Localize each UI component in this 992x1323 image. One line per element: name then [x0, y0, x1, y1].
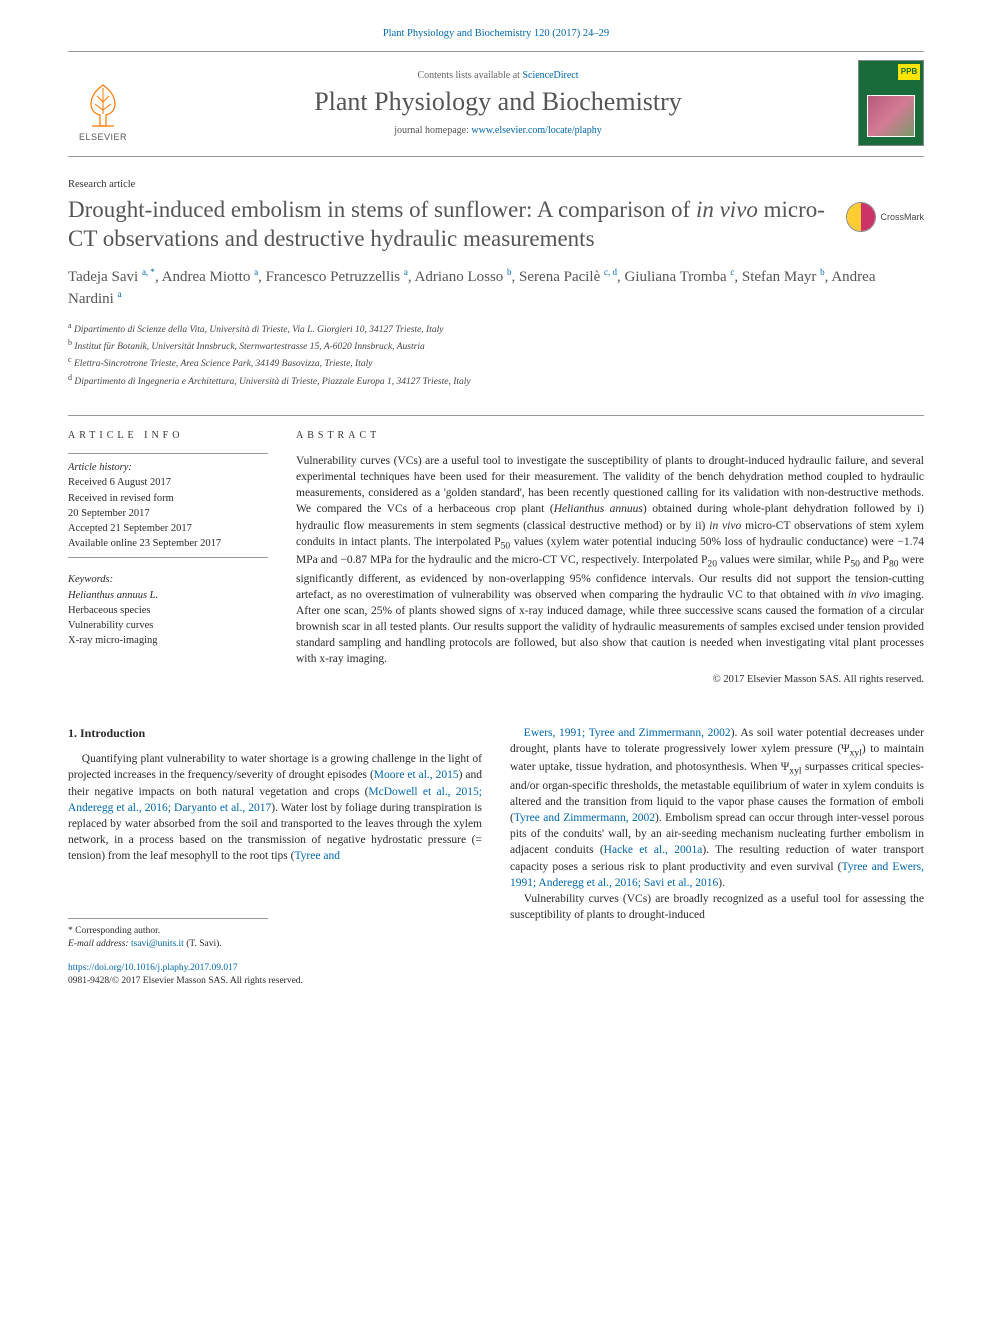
crossmark-badge[interactable]: CrossMark	[846, 202, 924, 232]
elsevier-logo[interactable]: ELSEVIER	[68, 64, 138, 142]
elsevier-wordmark: ELSEVIER	[79, 132, 127, 142]
history-accepted: Accepted 21 September 2017	[68, 523, 192, 534]
affiliation-d: d Dipartimento di Ingegneria e Architett…	[68, 372, 924, 389]
email-label: E-mail address:	[68, 939, 131, 949]
contents-available: Contents lists available at ScienceDirec…	[138, 70, 858, 81]
keyword-2: Herbaceous species	[68, 605, 151, 616]
keyword-3: Vulnerability curves	[68, 620, 153, 631]
doi-link[interactable]: https://doi.org/10.1016/j.plaphy.2017.09…	[68, 963, 238, 973]
masthead: ELSEVIER Contents lists available at Sci…	[68, 51, 924, 157]
keyword-1: Helianthus annuus L.	[68, 590, 158, 601]
body-columns: 1. Introduction Quantifying plant vulner…	[68, 725, 924, 989]
journal-cover: PPB	[858, 60, 924, 146]
homepage-link[interactable]: www.elsevier.com/locate/plaphy	[471, 125, 601, 136]
history-revised: Received in revised form	[68, 493, 174, 504]
journal-name: Plant Physiology and Biochemistry	[138, 87, 858, 117]
footnotes: * Corresponding author. E-mail address: …	[68, 918, 268, 952]
article-title: Drought-induced embolism in stems of sun…	[68, 196, 828, 254]
article-info-heading: ARTICLE INFO	[68, 430, 268, 441]
article-type: Research article	[68, 179, 924, 190]
title-italic: in vivo	[696, 197, 758, 222]
intro-para-1: Quantifying plant vulnerability to water…	[68, 751, 482, 864]
sciencedirect-link[interactable]: ScienceDirect	[522, 70, 578, 81]
body-column-right: Ewers, 1991; Tyree and Zimmermann, 2002)…	[510, 725, 924, 989]
header-citation: Plant Physiology and Biochemistry 120 (2…	[68, 28, 924, 39]
doi-block: https://doi.org/10.1016/j.plaphy.2017.09…	[68, 962, 482, 989]
history-label: Article history:	[68, 462, 132, 473]
contents-prefix: Contents lists available at	[417, 70, 522, 81]
email-suffix: (T. Savi).	[184, 939, 222, 949]
affiliation-c: c Elettra-Sincrotrone Trieste, Area Scie…	[68, 354, 924, 371]
history-received: Received 6 August 2017	[68, 477, 171, 488]
affiliation-a: a Dipartimento di Scienze della Vita, Un…	[68, 320, 924, 337]
issn-copyright: 0981-9428/© 2017 Elsevier Masson SAS. Al…	[68, 976, 303, 986]
affiliations: a Dipartimento di Scienze della Vita, Un…	[68, 320, 924, 390]
affiliation-b: b Institut für Botanik, Universität Inns…	[68, 337, 924, 354]
abstract-text: Vulnerability curves (VCs) are a useful …	[296, 453, 924, 667]
abstract-heading: ABSTRACT	[296, 430, 924, 441]
journal-homepage: journal homepage: www.elsevier.com/locat…	[138, 125, 858, 136]
elsevier-tree-icon	[82, 82, 124, 130]
history-online: Available online 23 September 2017	[68, 538, 221, 549]
title-part1: Drought-induced embolism in stems of sun…	[68, 197, 696, 222]
intro-para-3: Vulnerability curves (VCs) are broadly r…	[510, 891, 924, 923]
keyword-4: X-ray micro-imaging	[68, 635, 158, 646]
body-column-left: 1. Introduction Quantifying plant vulner…	[68, 725, 482, 989]
corresponding-author: * Corresponding author.	[68, 925, 268, 938]
crossmark-label: CrossMark	[880, 212, 924, 222]
keywords: Keywords: Helianthus annuus L. Herbaceou…	[68, 572, 268, 648]
email-line: E-mail address: tsavi@units.it (T. Savi)…	[68, 938, 268, 951]
email-link[interactable]: tsavi@units.it	[131, 939, 184, 949]
copyright: © 2017 Elsevier Masson SAS. All rights r…	[296, 674, 924, 685]
journal-cover-photo	[867, 95, 915, 137]
journal-cover-badge: PPB	[898, 64, 920, 80]
crossmark-icon	[846, 202, 876, 232]
homepage-prefix: journal homepage:	[394, 125, 471, 136]
intro-para-2: Ewers, 1991; Tyree and Zimmermann, 2002)…	[510, 725, 924, 891]
history-revised-date: 20 September 2017	[68, 508, 150, 519]
section-1-heading: 1. Introduction	[68, 725, 482, 742]
keywords-label: Keywords:	[68, 574, 113, 585]
article-history: Article history: Received 6 August 2017 …	[68, 453, 268, 558]
authors-list: Tadeja Savi a, *, Andrea Miotto a, Franc…	[68, 266, 924, 310]
